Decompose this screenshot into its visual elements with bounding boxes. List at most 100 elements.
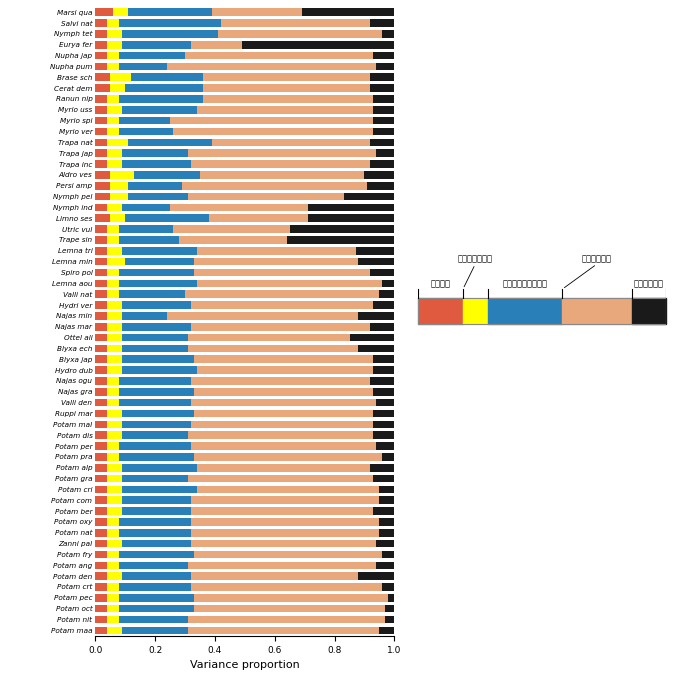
Bar <box>107 52 119 59</box>
Bar <box>107 496 122 504</box>
Bar <box>134 171 200 179</box>
Bar <box>182 182 367 190</box>
Bar <box>119 518 191 526</box>
Bar <box>122 203 170 211</box>
Bar <box>119 453 194 460</box>
Bar <box>170 117 373 124</box>
Bar <box>122 312 167 320</box>
Bar <box>125 258 194 265</box>
Bar <box>107 334 122 341</box>
Bar <box>95 420 107 428</box>
Bar <box>119 442 191 449</box>
Bar <box>107 486 122 493</box>
Bar <box>191 583 382 591</box>
Bar <box>122 345 188 352</box>
Text: 空間的誤差項: 空間的誤差項 <box>582 254 612 263</box>
Bar <box>173 225 290 233</box>
Bar <box>379 518 394 526</box>
Bar <box>122 323 191 330</box>
Bar <box>107 139 128 146</box>
Bar <box>110 73 131 81</box>
Bar <box>95 377 107 385</box>
Bar <box>119 551 194 558</box>
X-axis label: Variance proportion: Variance proportion <box>190 660 300 670</box>
Bar <box>209 214 307 222</box>
Bar <box>107 269 119 276</box>
Bar <box>95 301 107 309</box>
Bar <box>373 409 394 418</box>
Bar <box>95 128 107 135</box>
Bar <box>119 63 167 70</box>
Bar <box>107 117 119 124</box>
Bar <box>379 626 394 634</box>
Bar <box>95 203 107 211</box>
Bar <box>107 150 122 157</box>
Bar <box>95 73 110 81</box>
Bar <box>131 73 203 81</box>
Bar <box>203 73 371 81</box>
Bar <box>95 52 107 59</box>
Bar <box>95 399 107 407</box>
Bar <box>107 247 122 254</box>
Bar <box>191 399 377 407</box>
Bar <box>95 269 107 276</box>
Bar <box>191 442 377 449</box>
Bar <box>373 507 394 515</box>
Bar <box>373 106 394 114</box>
Bar <box>95 139 107 146</box>
Bar <box>119 388 194 396</box>
Bar <box>107 258 125 265</box>
Bar <box>107 30 122 37</box>
Bar <box>185 52 373 59</box>
Bar <box>191 540 377 547</box>
Bar <box>107 377 119 385</box>
Bar <box>122 540 191 547</box>
Bar <box>371 73 394 81</box>
Bar <box>373 388 394 396</box>
Bar <box>197 106 373 114</box>
Bar <box>173 128 373 135</box>
Bar <box>382 583 394 591</box>
Bar <box>119 529 191 537</box>
Bar <box>95 182 110 190</box>
Bar <box>170 203 307 211</box>
Bar <box>373 420 394 428</box>
Bar <box>167 63 377 70</box>
Bar <box>95 106 107 114</box>
Bar <box>95 193 110 201</box>
Bar <box>95 290 107 298</box>
Bar <box>95 615 107 624</box>
Bar <box>95 562 107 569</box>
Bar <box>107 95 119 103</box>
Bar <box>194 269 371 276</box>
Bar <box>632 298 666 324</box>
Bar <box>95 258 107 265</box>
Bar <box>95 30 107 37</box>
Bar <box>119 594 194 602</box>
Bar <box>122 334 188 341</box>
Bar <box>119 225 173 233</box>
Bar <box>95 431 107 439</box>
Bar <box>119 128 173 135</box>
Bar <box>107 605 119 613</box>
Bar <box>488 298 562 324</box>
Bar <box>107 562 119 569</box>
Bar <box>95 475 107 482</box>
Bar <box>95 409 107 418</box>
Bar <box>95 225 107 233</box>
Bar <box>107 583 119 591</box>
Bar <box>188 193 343 201</box>
Bar <box>373 128 394 135</box>
Bar <box>122 160 191 168</box>
Bar <box>119 399 191 407</box>
Bar <box>358 345 394 352</box>
Bar <box>95 19 107 27</box>
Bar <box>107 290 119 298</box>
Bar <box>95 367 107 374</box>
Bar <box>194 453 382 460</box>
Bar <box>107 236 119 243</box>
Bar <box>107 301 122 309</box>
Bar <box>107 106 122 114</box>
Bar <box>122 464 197 471</box>
Bar <box>377 540 394 547</box>
